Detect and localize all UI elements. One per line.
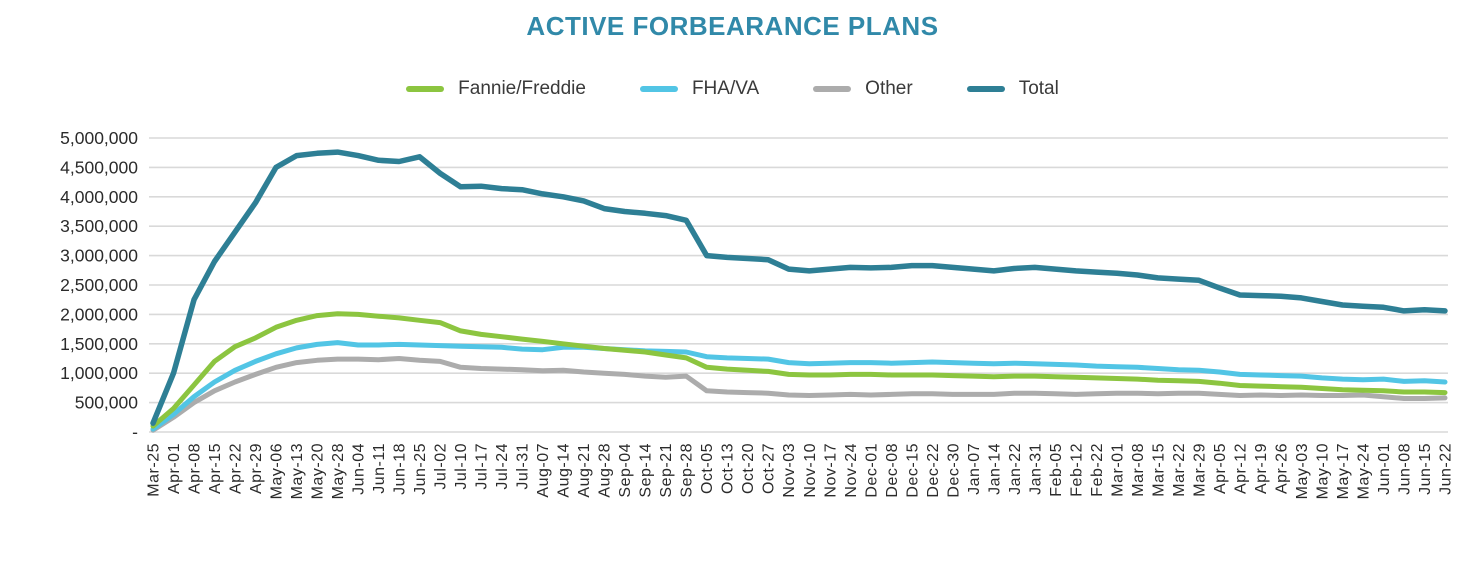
x-tick-label: Jan-31: [1027, 443, 1044, 495]
x-tick-label: Feb-22: [1089, 443, 1106, 497]
x-tick-label: Jan-22: [1007, 443, 1024, 495]
x-tick-label: Jun-25: [412, 443, 429, 495]
series-lines: [150, 149, 1448, 433]
x-tick-label: Dec-22: [925, 443, 942, 498]
x-tick-label: Nov-03: [781, 443, 798, 498]
legend-label: Total: [1018, 78, 1059, 99]
x-tick-label: May-24: [1355, 443, 1372, 499]
x-tick-label: Sep-21: [658, 443, 675, 498]
x-tick-label: Aug-21: [576, 443, 593, 498]
y-tick-label: 2,000,000: [60, 304, 138, 324]
legend-swatch-icon: [406, 86, 445, 92]
x-tick-label: May-06: [269, 443, 286, 499]
x-tick-label: Jul-10: [453, 443, 470, 490]
x-tick-label: Jun-18: [392, 443, 409, 495]
x-tick-label: Aug-28: [597, 443, 614, 498]
legend-item-total: Total: [966, 78, 1059, 100]
x-tick-label: Nov-24: [843, 443, 860, 498]
x-tick-label: Mar-08: [1130, 443, 1147, 497]
x-tick-label: Aug-07: [535, 443, 552, 498]
x-tick-label: Aug-14: [556, 443, 573, 498]
x-tick-label: Dec-30: [945, 443, 962, 498]
x-tick-label: Mar-15: [1150, 443, 1167, 497]
legend-swatch-icon: [966, 86, 1005, 92]
series-line-other: [150, 356, 1448, 433]
x-axis-labels: Mar-25 Apr-01 Apr-08 Apr-15 Apr-22 Apr-29 May-…: [146, 443, 1455, 499]
y-tick-label: 2,500,000: [60, 275, 138, 295]
y-tick-label: 500,000: [75, 393, 139, 413]
y-tick-label: 1,500,000: [60, 334, 138, 354]
x-tick-label: Oct-13: [720, 443, 737, 494]
x-tick-label: Feb-05: [1048, 443, 1065, 497]
x-tick-label: Jun-15: [1417, 443, 1434, 495]
legend-label: Fannie/Freddie: [458, 78, 586, 99]
x-tick-label: Jan-14: [986, 443, 1003, 495]
x-tick-label: Jul-02: [433, 443, 450, 490]
series-line-fannie-freddie: [150, 311, 1448, 429]
x-tick-label: Sep-28: [679, 443, 696, 498]
x-tick-label: Jun-22: [1438, 443, 1455, 495]
x-tick-label: Jul-24: [494, 443, 511, 490]
legend-item-fannie-freddie: Fannie/Freddie: [406, 78, 586, 100]
series-line-fha-va: [150, 340, 1448, 432]
x-tick-label: May-03: [1294, 443, 1311, 499]
x-tick-label: Dec-08: [884, 443, 901, 498]
x-tick-label: Jun-01: [1376, 443, 1393, 495]
x-tick-label: Apr-01: [166, 443, 183, 494]
y-tick-label: 3,000,000: [60, 246, 138, 266]
legend-item-other: Other: [813, 78, 913, 100]
legend-item-fha-va: FHA/VA: [639, 78, 760, 100]
legend-swatch-icon: [813, 86, 852, 92]
x-tick-label: Apr-29: [248, 443, 265, 494]
x-tick-label: Nov-10: [802, 443, 819, 498]
x-tick-label: May-20: [310, 443, 327, 499]
y-tick-label: 1,000,000: [60, 363, 138, 383]
x-tick-label: Dec-15: [904, 443, 921, 498]
legend-swatch-icon: [639, 86, 678, 92]
x-tick-label: Apr-12: [1232, 443, 1249, 494]
y-tick-label: 3,500,000: [60, 216, 138, 236]
chart-legend: Fannie/Freddie FHA/VA Other Total: [0, 78, 1465, 100]
x-tick-label: Apr-22: [228, 443, 245, 494]
x-tick-label: Mar-22: [1171, 443, 1188, 497]
x-tick-label: Sep-04: [617, 443, 634, 498]
y-tick-label: 5,000,000: [60, 128, 138, 148]
x-tick-label: Jun-08: [1396, 443, 1413, 495]
x-tick-label: Apr-19: [1253, 443, 1270, 494]
x-tick-label: Apr-05: [1212, 443, 1229, 494]
x-tick-label: Oct-27: [761, 443, 778, 494]
x-tick-label: Apr-08: [187, 443, 204, 494]
x-tick-label: Jun-04: [351, 443, 368, 495]
legend-label: Other: [865, 78, 913, 99]
x-tick-label: Jan-07: [966, 443, 983, 495]
chart-title: ACTIVE FORBEARANCE PLANS: [526, 11, 939, 41]
legend-label: FHA/VA: [691, 78, 760, 99]
x-tick-label: Apr-26: [1273, 443, 1290, 494]
x-tick-label: Oct-05: [699, 443, 716, 494]
x-tick-label: Oct-20: [740, 443, 757, 494]
x-tick-label: May-10: [1314, 443, 1331, 499]
x-tick-label: Jun-11: [371, 443, 388, 494]
x-tick-label: May-17: [1335, 443, 1352, 499]
x-tick-label: Apr-15: [207, 443, 224, 494]
x-tick-label: Mar-29: [1191, 443, 1208, 497]
y-axis-labels: - 500,000 1,000,000 1,500,000 2,000,000 2,500…: [60, 128, 138, 442]
x-tick-label: May-28: [330, 443, 347, 499]
y-tick-label: 4,500,000: [60, 157, 138, 177]
series-line-total: [150, 149, 1448, 426]
y-tick-label: 4,000,000: [60, 187, 138, 207]
x-tick-label: Sep-14: [638, 443, 655, 498]
x-tick-label: Feb-12: [1068, 443, 1085, 497]
x-tick-label: Mar-25: [146, 443, 163, 497]
x-tick-label: May-13: [289, 443, 306, 499]
x-tick-label: Nov-17: [822, 443, 839, 498]
x-tick-label: Jul-17: [474, 443, 491, 490]
x-tick-label: Jul-31: [515, 443, 532, 490]
x-tick-label: Dec-01: [863, 443, 880, 498]
y-tick-label: -: [132, 422, 138, 442]
x-tick-label: Mar-01: [1109, 443, 1126, 497]
